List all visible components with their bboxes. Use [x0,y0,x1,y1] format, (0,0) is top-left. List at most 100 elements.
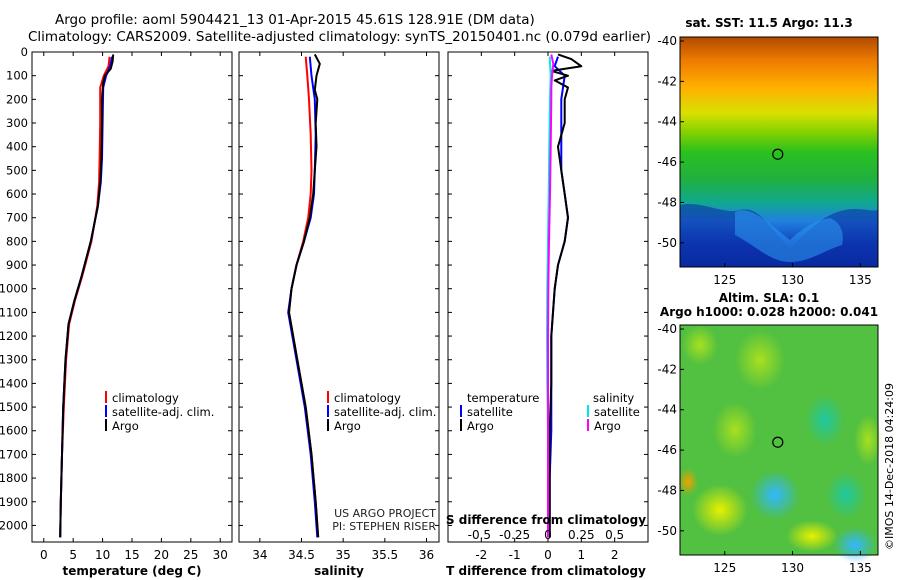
depth-tick-label: 1400 [0,376,28,390]
s-tick-label: 0.25 [568,528,595,542]
map-y-tick-label: -42 [657,74,677,88]
depth-tick-label: 100 [6,69,28,83]
difference-x-label: T difference from climatology [446,564,646,578]
legend-temperature-title: temperature [467,391,539,405]
x-tick-label: 0 [544,548,552,562]
legend-t-argo: Argo [467,419,494,433]
sst-map-frame [679,36,879,268]
salinity-depth-ticks [239,51,439,526]
x-tick-label: 20 [154,548,169,562]
depth-tick-label: 800 [6,234,28,248]
depth-tick-label: 700 [6,211,28,225]
legend-satellite-adj: satellite-adj. clim. [112,405,214,419]
figure-title-line1: Argo profile: aoml 5904421_13 01-Apr-201… [55,12,535,28]
depth-tick-label: 1200 [0,329,28,343]
sst-map-title: sat. SST: 11.5 Argo: 11.3 [685,16,852,30]
x-tick-label: 34.5 [288,548,315,562]
x-tick-label: 35 [336,548,351,562]
salinity-lines [287,53,321,538]
depth-tick-label: 500 [6,163,28,177]
x-tick-label: -2 [475,548,487,562]
x-tick-label: 25 [183,548,198,562]
depth-tick-label: 1100 [0,305,28,319]
sla-blobs [678,325,882,563]
legend-s-satellite: satellite [594,405,640,419]
x-tick-label: 34 [252,548,267,562]
depth-tick-label: 600 [6,187,28,201]
sla-map-subtitle: Argo h1000: 0.028 h2000: 0.041 [660,305,878,319]
map-y-tick-label: -48 [657,483,677,497]
depth-axis: 0 100 200 300 400 500 600 700 800 900 1000 1100 1200… [0,45,232,532]
salinity-legend: climatology satellite-adj. clim. Argo [327,391,436,433]
depth-tick-label: 2000 [0,518,28,532]
x-tick-label: 5 [69,548,77,562]
difference-legend-salinity: salinity satellite Argo [587,391,640,433]
sla-map-panel: Altim. SLA: 0.1 Argo h1000: 0.028 h2000:… [657,291,882,575]
x-tick-label: 36 [419,548,434,562]
depth-tick-label: 1700 [0,447,28,461]
x-tick-label: 35.5 [371,548,398,562]
map-x-tick-label: 130 [781,561,804,575]
x-tick-label: 30 [213,548,228,562]
depth-tick-label: 1800 [0,471,28,485]
depth-tick-label: 1500 [0,400,28,414]
difference-x-axis: -2 -1 0 1 2 [475,52,618,562]
depth-tick-label: 0 [21,45,28,59]
map-y-tick-label: -50 [657,236,677,250]
s-tick-label: 0.5 [605,528,624,542]
x-tick-label: -1 [509,548,521,562]
s-tick-label: -0.5 [468,528,491,542]
legend-argo: Argo [334,419,361,433]
credit-pi: PI: STEPHEN RISER [332,520,436,533]
series-temperature-argo [59,54,115,538]
map-y-tick-label: -48 [657,195,677,209]
difference-depth-ticks [448,51,648,526]
temperature-x-label: temperature (deg C) [63,564,202,578]
temperature-axes-frame [31,51,233,543]
map-x-tick-label: 125 [713,273,736,287]
sst-map-panel: sat. SST: 11.5 Argo: 11.3 125 130 135 -40 -4… [657,16,879,287]
salinity-panel: 34 34.5 35 35.5 36 salinity climatology sate… [238,51,440,578]
legend-argo: Argo [112,419,139,433]
salinity-x-axis: 34 34.5 35 35.5 36 [252,52,434,562]
x-tick-label: 1 [578,548,586,562]
legend-climatology: climatology [334,391,401,405]
x-tick-label: 2 [611,548,619,562]
map-y-tick-label: -44 [657,115,677,129]
map-y-tick-label: -50 [657,524,677,538]
depth-tick-label: 200 [6,92,28,106]
map-y-tick-label: -46 [657,155,677,169]
difference-lines [546,53,583,538]
salinity-x-label: salinity [314,564,364,578]
map-x-tick-label: 135 [849,561,872,575]
credit-project: US ARGO PROJECT [334,507,436,520]
series-difference-t-argo [548,53,583,538]
temperature-lines [59,54,115,538]
sst-warm-tongue [735,210,843,262]
x-tick-label: 0 [40,548,48,562]
map-y-tick-label: -46 [657,443,677,457]
s-tick-label: 0 [544,528,552,542]
s-tick-label: -0.25 [499,528,530,542]
legend-s-argo: Argo [594,419,621,433]
series-salinity-argo [288,53,321,538]
x-tick-label: 15 [124,548,139,562]
depth-tick-label: 1300 [0,353,28,367]
s-difference-label: S difference from climatology [446,513,646,527]
sla-map-title: Altim. SLA: 0.1 [719,291,820,305]
sla-argo-location-marker [772,436,784,448]
series-difference-s-argo [547,54,555,538]
depth-tick-label: 900 [6,258,28,272]
depth-tick-label: 1900 [0,495,28,509]
map-x-tick-label: 130 [781,273,804,287]
temperature-legend: climatology satellite-adj. clim. Argo [105,391,214,433]
temperature-panel: 0100200300400500600700800900100011001200… [0,45,233,578]
legend-satellite-adj: satellite-adj. clim. [334,405,436,419]
sst-map-axes: 125 130 135 -40 -42 -44 -46 -48 -50 [657,34,871,287]
depth-tick-label: 1000 [0,282,28,296]
depth-tick-label: 1600 [0,424,28,438]
map-x-tick-label: 135 [849,273,872,287]
map-x-tick-label: 125 [713,561,736,575]
legend-t-satellite: satellite [467,405,513,419]
